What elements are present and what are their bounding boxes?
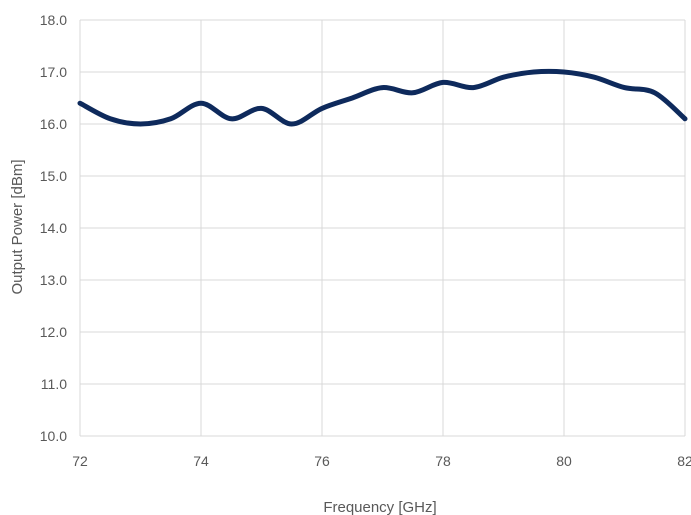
x-tick-label: 76	[314, 453, 330, 469]
x-tick-label: 74	[193, 453, 209, 469]
y-tick-label: 13.0	[40, 272, 67, 288]
y-tick-label: 16.0	[40, 116, 67, 132]
x-tick-label: 82	[677, 453, 691, 469]
y-tick-label: 12.0	[40, 324, 67, 340]
y-tick-label: 11.0	[41, 376, 67, 392]
y-tick-label: 14.0	[40, 220, 67, 236]
y-axis-title: Output Power [dBm]	[9, 159, 26, 294]
y-tick-label: 18.0	[40, 12, 67, 28]
y-tick-label: 17.0	[40, 64, 67, 80]
y-tick-label: 10.0	[40, 428, 67, 444]
x-tick-label: 80	[556, 453, 572, 469]
output-power-series-line	[77, 68, 688, 127]
x-axis-title: Frequency [GHz]	[323, 499, 436, 515]
x-axis-tick-labels: 72 74 76 78 80 82	[72, 453, 691, 469]
series-group	[77, 68, 688, 127]
y-tick-label: 15.0	[40, 168, 67, 184]
grid-lines	[79, 19, 686, 437]
x-tick-label: 78	[435, 453, 451, 469]
y-axis-tick-labels: 10.0 11.0 12.0 13.0 14.0 15.0 16.0 17.0 18.0	[40, 12, 67, 444]
x-tick-label: 72	[72, 453, 88, 469]
